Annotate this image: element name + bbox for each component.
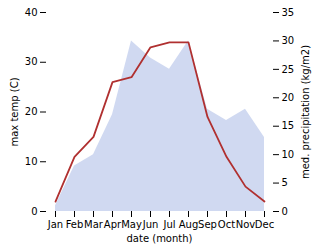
svg-text:Oct: Oct xyxy=(218,219,235,230)
svg-text:5: 5 xyxy=(282,177,288,188)
svg-text:Jul: Jul xyxy=(162,219,175,230)
svg-text:date (month): date (month) xyxy=(127,233,193,244)
svg-text:max temp (C): max temp (C) xyxy=(9,77,20,146)
svg-text:0: 0 xyxy=(31,206,37,217)
svg-text:Jun: Jun xyxy=(142,219,159,230)
svg-text:20: 20 xyxy=(282,92,295,103)
svg-text:20: 20 xyxy=(25,106,38,117)
svg-text:10: 10 xyxy=(282,149,295,160)
svg-text:Dec: Dec xyxy=(255,219,274,230)
svg-text:May: May xyxy=(121,219,142,230)
svg-text:Aug: Aug xyxy=(179,219,199,230)
svg-text:10: 10 xyxy=(25,156,38,167)
svg-text:Apr: Apr xyxy=(104,219,122,230)
svg-text:med. precipitation (kg/m2): med. precipitation (kg/m2) xyxy=(300,45,311,179)
svg-text:30: 30 xyxy=(282,35,295,46)
svg-text:Feb: Feb xyxy=(66,219,84,230)
svg-text:40: 40 xyxy=(25,7,38,18)
svg-text:25: 25 xyxy=(282,64,295,75)
svg-text:30: 30 xyxy=(25,56,38,67)
svg-text:35: 35 xyxy=(282,7,295,18)
svg-text:Sep: Sep xyxy=(198,219,217,230)
svg-text:15: 15 xyxy=(282,120,295,131)
svg-text:0: 0 xyxy=(282,206,288,217)
svg-text:Nov: Nov xyxy=(236,219,256,230)
svg-text:Mar: Mar xyxy=(84,219,104,230)
svg-text:Jan: Jan xyxy=(47,219,63,230)
